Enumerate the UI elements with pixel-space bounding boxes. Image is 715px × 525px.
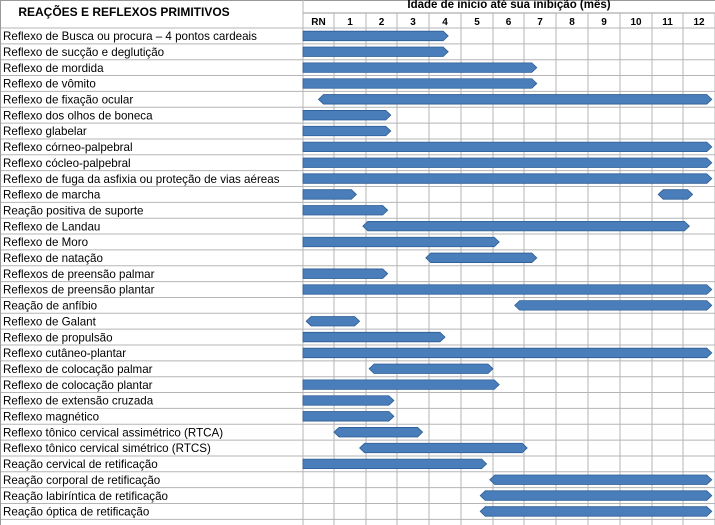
- gantt-bar: [305, 316, 361, 327]
- gantt-bar: [302, 411, 395, 422]
- gantt-bar: [302, 189, 357, 200]
- gantt-bar: [302, 284, 713, 295]
- gantt-bar: [302, 331, 446, 343]
- gantt-bar: [302, 46, 449, 57]
- gantt-bar: [302, 62, 538, 73]
- gantt-bar: [489, 474, 713, 485]
- row-label: Reflexo de Landau: [3, 220, 100, 233]
- x-tick-label: 2: [379, 17, 385, 28]
- gantt-bar: [302, 379, 500, 390]
- gantt-bar: [302, 395, 395, 406]
- row-label: Reflexo tônico cervical assimétrico (RTC…: [3, 426, 223, 439]
- gantt-bar: [333, 427, 424, 438]
- gantt-bar: [514, 300, 713, 311]
- gantt-bar: [657, 189, 694, 200]
- x-tick-label: 6: [506, 17, 512, 28]
- gantt-bar: [302, 30, 449, 42]
- text-layer: REAÇÕES E REFLEXOS PRIMITIVOS Idade de i…: [3, 0, 705, 519]
- x-tick-label: 8: [569, 17, 575, 28]
- x-tick-label: 9: [601, 17, 607, 28]
- x-tick-label: RN: [311, 17, 325, 28]
- row-label: Reflexo de colocação palmar: [3, 363, 153, 376]
- x-tick-label: 1: [347, 17, 353, 28]
- row-label: Reflexos de preensão plantar: [3, 284, 155, 297]
- chart-title: REAÇÕES E REFLEXOS PRIMITIVOS: [18, 4, 229, 19]
- bar-layer: [302, 30, 713, 517]
- gantt-bar: [368, 363, 494, 374]
- row-label: Reflexos de preensão palmar: [3, 268, 155, 281]
- gantt-bar: [302, 458, 488, 470]
- row-label: Reflexo de marcha: [3, 189, 101, 202]
- gantt-bar: [359, 442, 528, 454]
- gantt-bar: [302, 268, 389, 279]
- row-label: Reflexo tônico cervical simétrico (RTCS): [3, 442, 211, 455]
- gantt-bar: [302, 347, 713, 359]
- row-label: Reflexo de fuga da asfixia ou proteção d…: [3, 173, 280, 186]
- x-tick-label: 5: [474, 17, 480, 28]
- row-label: Reação de anfíbio: [3, 300, 97, 313]
- row-label: Reflexo de vômito: [3, 78, 96, 91]
- gantt-bar: [302, 173, 713, 184]
- axis-title: Idade de início até sua inibição (mês): [407, 0, 610, 11]
- row-label: Reflexo de Moro: [3, 236, 88, 249]
- row-label: Reflexo glabelar: [3, 125, 87, 138]
- x-tick-label: 10: [630, 17, 642, 28]
- gantt-bar: [362, 220, 690, 232]
- gantt-bar: [302, 205, 389, 216]
- row-label: Reflexo dos olhos de boneca: [3, 109, 153, 122]
- gantt-bar: [317, 94, 713, 105]
- gantt-bar: [479, 490, 713, 501]
- gantt-bar: [479, 506, 713, 517]
- x-tick-label: 11: [662, 17, 673, 28]
- row-label: Reação óptica de retificação: [3, 506, 149, 519]
- row-label: Reflexo de Busca ou procura – 4 pontos c…: [3, 30, 257, 43]
- x-tick-label: 12: [693, 17, 705, 28]
- gantt-bar: [302, 125, 392, 137]
- gantt-bar: [302, 157, 713, 168]
- row-label: Reação cervical de retificação: [3, 458, 158, 471]
- row-label: Reflexo de Galant: [3, 315, 97, 328]
- row-label: Reflexo cutâneo-plantar: [3, 347, 126, 360]
- row-label: Reflexo de natação: [3, 252, 103, 265]
- row-label: Reflexo de propulsão: [3, 331, 113, 344]
- row-label: Reflexo córneo-palpebral: [3, 141, 133, 154]
- row-label: Reflexo de mordida: [3, 62, 104, 75]
- row-label: Reação positiva de suporte: [3, 204, 144, 217]
- row-label: Reflexo de fixação ocular: [3, 94, 133, 107]
- row-label: Reflexo cócleo-palpebral: [3, 157, 131, 170]
- x-tick-label: 7: [537, 17, 543, 28]
- row-label: Reflexo de colocação plantar: [3, 379, 153, 392]
- row-label: Reação corporal de retificação: [3, 474, 160, 487]
- gantt-bar: [302, 141, 713, 153]
- row-label: Reflexo de sucção e deglutição: [3, 46, 164, 59]
- row-label: Reação labiríntica de retificação: [3, 490, 168, 503]
- gantt-bar: [302, 110, 392, 121]
- row-label: Reflexo de extensão cruzada: [3, 395, 154, 408]
- x-tick-label: 3: [410, 17, 416, 28]
- gantt-bar: [425, 252, 538, 263]
- gantt-bar: [302, 78, 538, 89]
- gantt-bar: [302, 236, 500, 248]
- row-label: Reflexo magnético: [3, 411, 99, 424]
- x-tick-label: 4: [442, 17, 448, 28]
